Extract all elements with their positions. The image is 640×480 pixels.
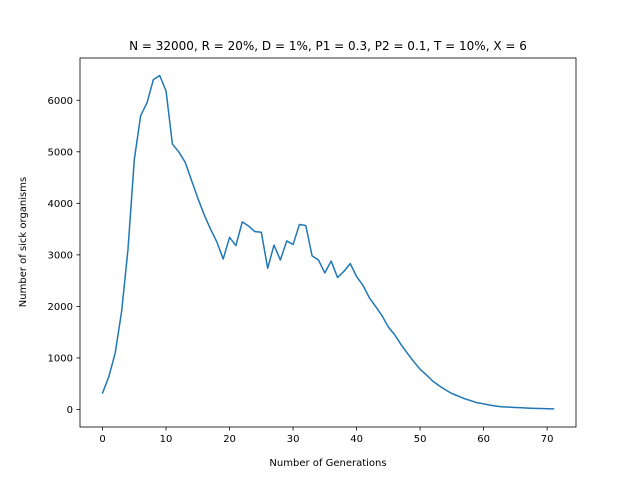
chart-title: N = 32000, R = 20%, D = 1%, P1 = 0.3, P2… <box>129 39 527 53</box>
x-tick-label: 10 <box>160 434 173 445</box>
x-tick-label: 60 <box>477 434 490 445</box>
x-axis-label: Number of Generations <box>269 458 386 469</box>
y-tick-label: 6000 <box>48 96 73 107</box>
x-axis-ticks: 0 10 20 30 40 50 60 70 <box>99 427 553 445</box>
y-tick-label: 3000 <box>48 250 73 261</box>
y-tick-label: 5000 <box>48 147 73 158</box>
x-tick-label: 30 <box>287 434 300 445</box>
y-tick-label: 1000 <box>48 353 73 364</box>
y-tick-label: 0 <box>67 405 73 416</box>
x-tick-label: 40 <box>350 434 363 445</box>
y-axis-label: Number of sick organisms <box>18 177 29 307</box>
x-tick-label: 20 <box>223 434 236 445</box>
series-layer <box>101 74 555 410</box>
x-tick-label: 70 <box>541 434 554 445</box>
x-tick-label: 0 <box>99 434 105 445</box>
x-tick-label: 50 <box>414 434 427 445</box>
y-axis-ticks: 0 1000 2000 3000 4000 5000 6000 <box>48 96 80 416</box>
y-tick-label: 2000 <box>48 302 73 313</box>
series-line-0 <box>101 74 555 410</box>
plot-area <box>80 58 576 427</box>
y-tick-label: 4000 <box>48 199 73 210</box>
plot-frame <box>79 57 577 428</box>
